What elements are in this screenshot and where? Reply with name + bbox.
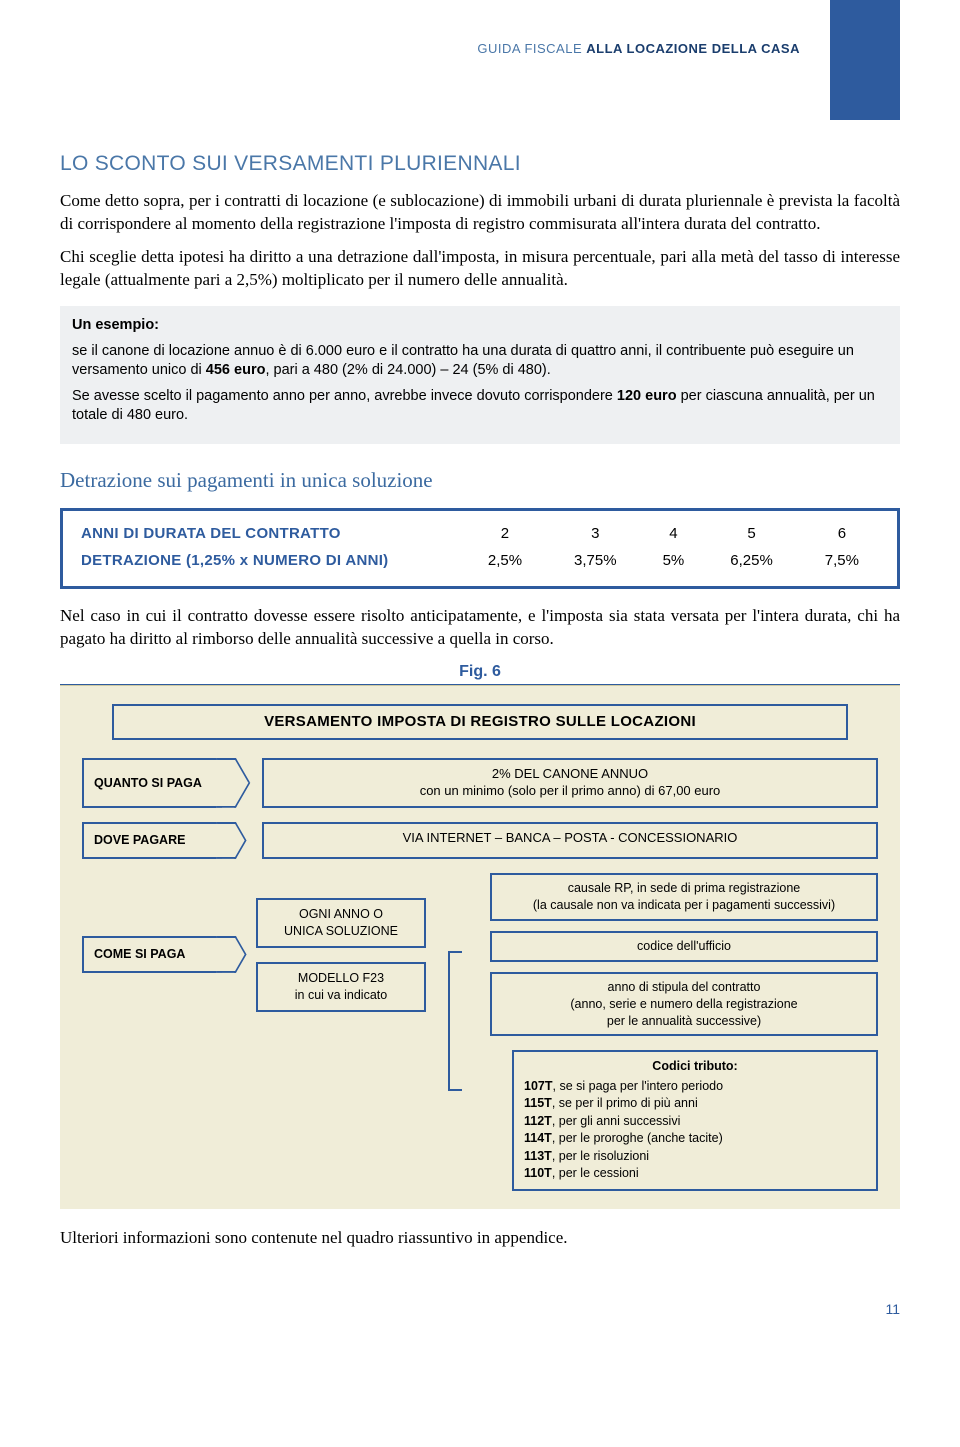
section-title: LO SCONTO SUI VERSAMENTI PLURIENNALI: [60, 150, 900, 178]
diagram-row-dove: DOVE PAGARE VIA INTERNET – BANCA – POSTA…: [82, 822, 878, 859]
come-right-column: causale RP, in sede di prima registrazio…: [490, 873, 878, 1036]
quanto-value: 2% DEL CANONE ANNUO con un minimo (solo …: [262, 758, 878, 808]
after-table-text: Nel caso in cui il contratto dovesse ess…: [60, 605, 900, 651]
dove-value: VIA INTERNET – BANCA – POSTA - CONCESSIO…: [262, 822, 878, 859]
figure-caption: Fig. 6: [60, 661, 900, 683]
code-line: 107T, se si paga per l'intero periodo: [524, 1078, 866, 1096]
diagram-row-come: COME SI PAGA OGNI ANNO O UNICA SOLUZIONE…: [82, 873, 878, 1036]
header-part2: ALLA LOCAZIONE DELLA CASA: [586, 41, 800, 56]
row-label: ANNI DI DURATA DEL CONTRATTO: [77, 521, 464, 547]
header-tab: [830, 0, 900, 120]
codici-title: Codici tributo:: [524, 1058, 866, 1076]
subsection-title: Detrazione sui pagamenti in unica soluzi…: [60, 466, 900, 494]
section-p2: Chi sceglie detta ipotesi ha diritto a u…: [60, 246, 900, 292]
table-row: ANNI DI DURATA DEL CONTRATTO 2 3 4 5 6: [77, 521, 883, 547]
quanto-label: QUANTO SI PAGA: [82, 758, 222, 808]
diagram-title: VERSAMENTO IMPOSTA DI REGISTRO SULLE LOC…: [112, 704, 848, 740]
row-label: DETRAZIONE (1,25% x NUMERO DI ANNI): [77, 548, 464, 574]
diagram-row-quanto: QUANTO SI PAGA 2% DEL CANONE ANNUO con u…: [82, 758, 878, 808]
closing-text: Ulteriori informazioni sono contenute ne…: [60, 1227, 900, 1250]
code-line: 115T, se per il primo di più anni: [524, 1095, 866, 1113]
section-p1: Come detto sopra, per i contratti di loc…: [60, 190, 900, 236]
come-mid-1: OGNI ANNO O UNICA SOLUZIONE: [256, 898, 426, 948]
page-header: GUIDA FISCALE ALLA LOCAZIONE DELLA CASA: [60, 40, 900, 130]
come-label: COME SI PAGA: [82, 936, 222, 973]
come-middle-column: OGNI ANNO O UNICA SOLUZIONE MODELLO F23 …: [256, 898, 426, 1012]
come-r3: anno di stipula del contratto (anno, ser…: [490, 972, 878, 1037]
table-row: DETRAZIONE (1,25% x NUMERO DI ANNI) 2,5%…: [77, 548, 883, 574]
figure-diagram: VERSAMENTO IMPOSTA DI REGISTRO SULLE LOC…: [60, 685, 900, 1209]
connector-bracket: [448, 951, 462, 1091]
example-p1: se il canone di locazione annuo è di 6.0…: [72, 342, 888, 381]
codici-tributo-box: Codici tributo: 107T, se si paga per l'i…: [512, 1050, 878, 1191]
code-line: 113T, per le risoluzioni: [524, 1148, 866, 1166]
come-mid-2: MODELLO F23 in cui va indicato: [256, 962, 426, 1012]
dove-label: DOVE PAGARE: [82, 822, 222, 859]
code-line: 112T, per gli anni successivi: [524, 1113, 866, 1131]
header-title: GUIDA FISCALE ALLA LOCAZIONE DELLA CASA: [60, 40, 900, 58]
example-p2: Se avesse scelto il pagamento anno per a…: [72, 387, 888, 426]
example-box: Un esempio: se il canone di locazione an…: [60, 306, 900, 444]
code-line: 114T, per le proroghe (anche tacite): [524, 1130, 866, 1148]
come-r2: codice dell'ufficio: [490, 931, 878, 962]
page-number: 11: [60, 1300, 900, 1319]
code-line: 110T, per le cessioni: [524, 1165, 866, 1183]
example-title: Un esempio:: [72, 316, 888, 336]
detraction-table: ANNI DI DURATA DEL CONTRATTO 2 3 4 5 6 D…: [60, 508, 900, 589]
header-part1: GUIDA FISCALE: [477, 41, 582, 56]
come-r1: causale RP, in sede di prima registrazio…: [490, 873, 878, 921]
